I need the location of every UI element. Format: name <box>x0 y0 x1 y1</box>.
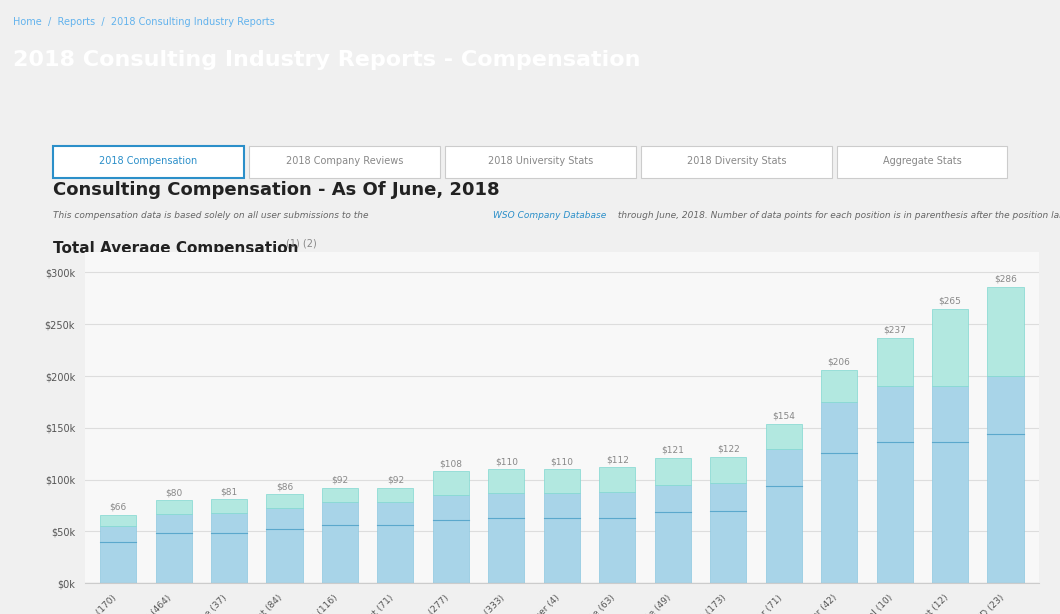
Bar <box>100 515 136 526</box>
Text: $92: $92 <box>387 476 404 485</box>
Bar <box>822 370 858 402</box>
Text: $110: $110 <box>495 457 518 466</box>
Text: $108: $108 <box>439 459 462 468</box>
Bar <box>432 495 469 583</box>
Bar <box>489 469 525 493</box>
Bar <box>877 338 913 386</box>
Bar <box>266 494 302 508</box>
Text: $237: $237 <box>883 325 906 335</box>
Bar <box>377 502 413 583</box>
Bar <box>322 502 358 583</box>
Bar <box>710 457 746 483</box>
Text: Consulting Compensation - As Of June, 2018: Consulting Compensation - As Of June, 20… <box>53 181 499 199</box>
Text: $110: $110 <box>550 457 573 466</box>
Bar <box>765 449 801 583</box>
Text: $112: $112 <box>606 455 629 464</box>
Text: $265: $265 <box>938 297 961 306</box>
Text: through June, 2018. Number of data points for each position is in parenthesis af: through June, 2018. Number of data point… <box>615 211 1060 220</box>
Text: $81: $81 <box>220 488 237 496</box>
Bar <box>544 469 580 493</box>
Bar <box>655 485 691 583</box>
Bar <box>822 402 858 583</box>
Bar <box>432 472 469 495</box>
Text: Aggregate Stats: Aggregate Stats <box>883 156 961 166</box>
Text: $122: $122 <box>717 445 740 454</box>
FancyBboxPatch shape <box>249 146 440 179</box>
Bar <box>765 424 801 449</box>
FancyBboxPatch shape <box>445 146 636 179</box>
Text: 2018 Compensation: 2018 Compensation <box>100 156 197 166</box>
Text: $154: $154 <box>773 411 795 421</box>
Bar <box>322 488 358 502</box>
Bar <box>156 500 192 514</box>
Text: $66: $66 <box>109 503 127 512</box>
Bar <box>544 493 580 583</box>
FancyBboxPatch shape <box>837 146 1007 179</box>
Bar <box>710 483 746 583</box>
Bar <box>211 499 247 513</box>
Bar <box>988 376 1024 583</box>
Bar <box>100 526 136 583</box>
Bar <box>932 386 968 583</box>
Text: $92: $92 <box>332 476 349 485</box>
Bar <box>377 488 413 502</box>
Text: 2018 University Stats: 2018 University Stats <box>488 156 594 166</box>
Bar <box>489 493 525 583</box>
Text: $86: $86 <box>276 482 294 491</box>
Text: 2018 Diversity Stats: 2018 Diversity Stats <box>687 156 787 166</box>
Bar <box>599 467 635 492</box>
Bar <box>599 492 635 583</box>
Bar <box>988 287 1024 376</box>
Text: 2018 Company Reviews: 2018 Company Reviews <box>286 156 403 166</box>
FancyBboxPatch shape <box>641 146 832 179</box>
Text: (1) (2): (1) (2) <box>286 239 317 249</box>
Text: This compensation data is based solely on all user submissions to the: This compensation data is based solely o… <box>53 211 371 220</box>
Text: Home  /  Reports  /  2018 Consulting Industry Reports: Home / Reports / 2018 Consulting Industr… <box>13 17 275 26</box>
Text: $80: $80 <box>165 488 182 497</box>
Bar <box>877 386 913 583</box>
Text: 2018 Consulting Industry Reports - Compensation: 2018 Consulting Industry Reports - Compe… <box>13 50 640 70</box>
Bar <box>266 508 302 583</box>
Text: $121: $121 <box>661 446 684 455</box>
Bar <box>211 513 247 583</box>
Bar <box>932 309 968 386</box>
Text: WSO Company Database: WSO Company Database <box>493 211 606 220</box>
Bar <box>156 514 192 583</box>
Text: Total Average Compensation: Total Average Compensation <box>53 241 299 257</box>
Bar <box>655 458 691 485</box>
Text: $286: $286 <box>994 275 1017 284</box>
FancyBboxPatch shape <box>53 146 244 179</box>
Text: $206: $206 <box>828 358 850 367</box>
